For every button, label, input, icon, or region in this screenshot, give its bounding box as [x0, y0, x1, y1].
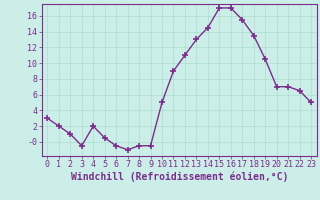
- X-axis label: Windchill (Refroidissement éolien,°C): Windchill (Refroidissement éolien,°C): [70, 172, 288, 182]
